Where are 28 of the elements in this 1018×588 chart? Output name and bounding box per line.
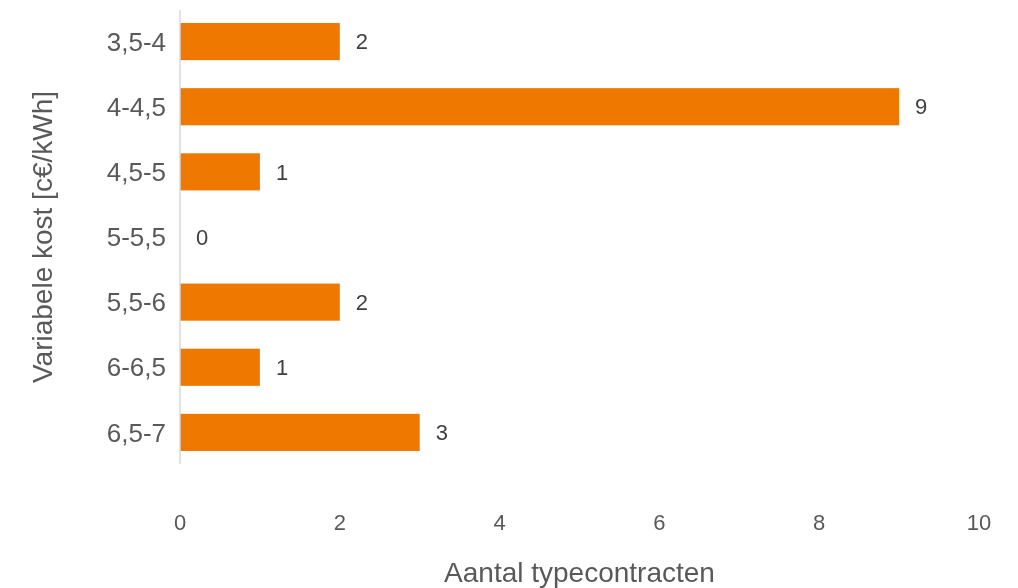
x-axis-title: Aantal typecontracten [444,556,715,588]
bar [180,23,340,61]
x-tick-label: 10 [966,509,992,535]
x-tick-label: 4 [493,509,506,535]
bar [180,283,340,321]
y-tick-label: 5-5,5 [106,222,166,253]
y-tick-label: 3,5-4 [106,26,166,57]
y-tick-label: 4-4,5 [106,91,166,122]
bar [180,413,420,451]
data-label: 1 [275,354,289,380]
bar [180,348,260,386]
bar [180,153,260,191]
data-label: 3 [435,420,448,446]
data-label: 0 [196,224,209,250]
x-tick-label: 2 [333,509,346,535]
y-tick-label: 5,5-6 [106,287,166,318]
y-tick-label: 4,5-5 [106,156,166,187]
y-axis-title: Variabele kost [c€/kWh] [26,90,58,384]
y-tick-label: 6-6,5 [106,352,166,383]
data-label: 9 [915,94,928,120]
x-tick-label: 6 [653,509,666,535]
data-label: 2 [355,289,369,315]
y-tick-label: 6,5-7 [106,417,166,448]
data-label: 1 [275,159,289,185]
x-tick-label: 8 [813,509,826,535]
data-label: 2 [355,29,369,55]
bar [180,88,900,126]
x-tick-label: 0 [173,509,187,535]
